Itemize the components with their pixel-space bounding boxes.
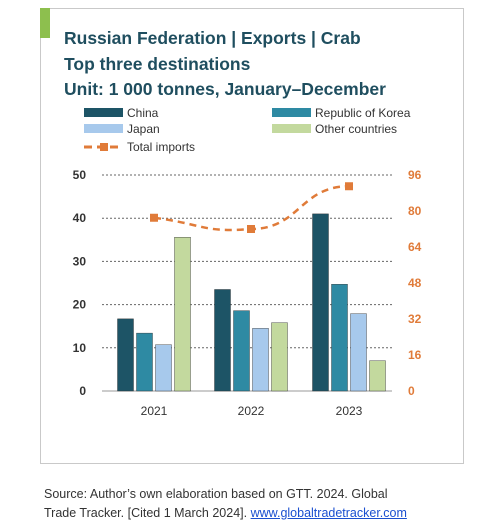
x-tick-label: 2023: [336, 404, 363, 418]
y-tick-label-right: 0: [408, 384, 415, 398]
bar: [271, 322, 288, 392]
source-line-2: Trade Tracker. [Cited 1 March 2024]. www…: [44, 506, 407, 520]
legend-label: Republic of Korea: [315, 106, 411, 120]
accent-bar: [40, 8, 50, 38]
y-tick-label-right: 64: [408, 240, 422, 254]
bar: [369, 360, 386, 392]
line-point: [247, 225, 255, 233]
legend-swatch: [84, 124, 123, 133]
bar: [331, 284, 348, 392]
y-tick-label-right: 80: [408, 204, 422, 218]
bar: [136, 332, 153, 392]
bar: [233, 310, 250, 392]
y-tick-label-left: 20: [73, 298, 87, 312]
y-tick-label-right: 48: [408, 276, 422, 290]
bar: [214, 289, 231, 392]
bar: [155, 344, 172, 392]
y-tick-label-left: 40: [73, 211, 87, 225]
x-tick-label: 2022: [238, 404, 265, 418]
source-line-1: Source: Author’s own elaboration based o…: [44, 487, 388, 501]
chart-subtitle: Top three destinations: [64, 54, 251, 74]
y-tick-label-right: 16: [408, 348, 422, 362]
source-citation: Trade Tracker. [Cited 1 March 2024].: [44, 506, 251, 520]
legend-label: China: [127, 106, 159, 120]
chart-unit: Unit: 1 000 tonnes, January–December: [64, 79, 386, 99]
x-tick-label: 2021: [141, 404, 168, 418]
chart-title: Russian Federation | Exports | Crab: [64, 28, 361, 48]
bar: [350, 313, 367, 392]
legend-label: Japan: [127, 122, 160, 136]
legend-swatch: [84, 108, 123, 117]
y-tick-label-left: 30: [73, 254, 87, 268]
y-tick-label-left: 0: [79, 384, 86, 398]
source-link[interactable]: www.globaltradetracker.com: [250, 506, 407, 520]
bar: [312, 213, 329, 392]
legend-label: Total imports: [127, 140, 195, 154]
y-tick-label-right: 96: [408, 168, 422, 182]
bar: [117, 318, 134, 392]
line-point: [345, 182, 353, 191]
legend-label: Other countries: [315, 122, 397, 136]
y-tick-label-left: 50: [73, 168, 87, 182]
bar: [252, 328, 269, 392]
bar: [174, 237, 191, 392]
chart-frame: [40, 8, 464, 464]
y-tick-label-left: 10: [73, 341, 87, 355]
legend-marker: [100, 143, 108, 151]
legend-swatch: [272, 108, 311, 117]
line-point: [150, 213, 158, 222]
legend-swatch: [272, 124, 311, 133]
y-tick-label-right: 32: [408, 312, 422, 326]
